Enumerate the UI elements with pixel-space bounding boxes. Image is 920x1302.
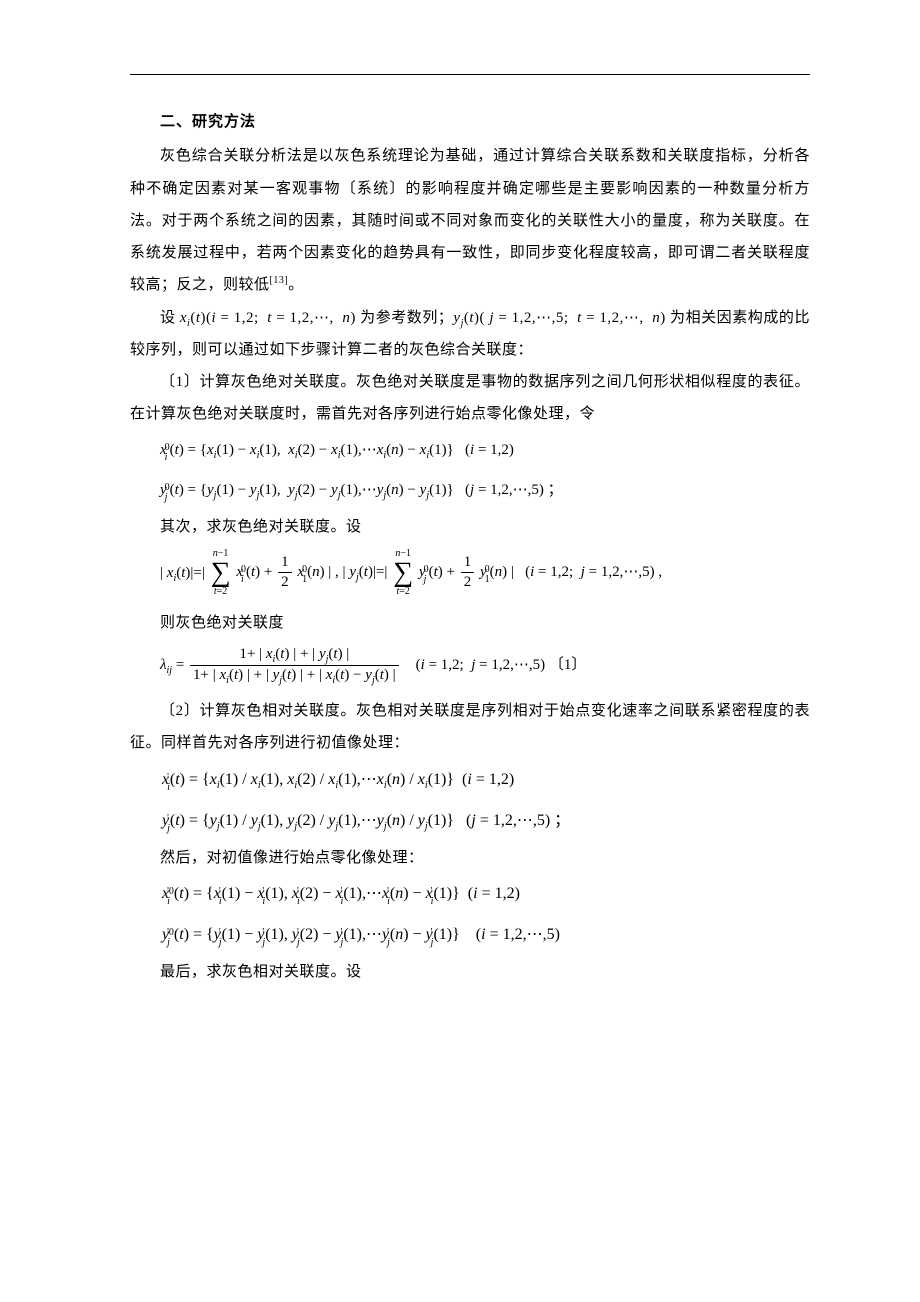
step2-c: 最后，求灰色相对关联度。设	[130, 956, 810, 988]
formula-x-prime-0: x'0i(t) = {x'i(1) − x'i(1), x'i(2) − x'i…	[162, 874, 810, 915]
section-heading: 二、研究方法	[130, 106, 810, 138]
formula-y-prime-0: y'0j(t) = {y'j(1) − y'j(1), y'j(2) − y'j…	[162, 915, 810, 956]
p2-b: 为参考数列；	[356, 310, 454, 326]
p1-tail: 。	[288, 277, 304, 293]
formula-y-prime: y'j(t) = {yj(1) / yj(1), yj(2) / yj(1),⋯…	[162, 801, 810, 842]
p1-text: 灰色综合关联分析法是以灰色系统理论为基础，通过计算综合关联系数和关联度指标，分析…	[130, 148, 810, 293]
top-rule	[130, 74, 810, 75]
step2-intro: 〔2〕计算灰色相对关联度。灰色相对关联度是序列相对于始点变化速率之间联系紧密程度…	[130, 695, 810, 760]
frac-num: 1	[278, 553, 292, 574]
citation-13: [13]	[270, 275, 289, 286]
step1-intro: 〔1〕计算灰色绝对关联度。灰色绝对关联度是事物的数据序列之间几何形状相似程度的表…	[130, 366, 810, 431]
p2-a: 设	[160, 310, 180, 326]
page: 二、研究方法 灰色综合关联分析法是以灰色系统理论为基础，通过计算综合关联系数和关…	[0, 0, 920, 1302]
sum-icon-2: n−1 ∑ t=2	[393, 549, 413, 597]
paragraph-intro: 灰色综合关联分析法是以灰色系统理论为基础，通过计算综合关联系数和关联度指标，分析…	[130, 140, 810, 301]
content: 二、研究方法 灰色综合关联分析法是以灰色系统理论为基础，通过计算综合关联系数和关…	[130, 106, 810, 988]
paragraph-setup: 设 xi(t)(i = 1,2; t = 1,2,⋯, n) 为参考数列；yj(…	[130, 302, 810, 367]
formula-x-prime: x'i(t) = {xi(1) / xi(1), xi(2) / xi(1),⋯…	[162, 760, 810, 801]
sum-icon: n−1 ∑ t=2	[211, 549, 231, 597]
step1-c: 则灰色绝对关联度	[130, 607, 810, 639]
formula-lambda: λij = 1+ | xi(t) | + | yj(t) | 1+ | xi(t…	[160, 639, 810, 695]
eq-tag-1: 〔1〕	[549, 657, 587, 673]
formula-x0: x0i(t) = {xi(1) − xi(1), xi(2) − xi(1),⋯…	[160, 431, 810, 471]
formula-y0: y0j(t) = {yj(1) − yj(1), yj(2) − yj(1),⋯…	[160, 471, 810, 511]
frac-den: 2	[278, 573, 292, 593]
formula-abs-sum: | xi(t)|=| n−1 ∑ t=2 x0i(t) + 12 x01(n) …	[160, 543, 810, 607]
step2-b: 然后，对初值像进行始点零化像处理：	[130, 842, 810, 874]
step1-b: 其次，求灰色绝对关联度。设	[130, 511, 810, 543]
